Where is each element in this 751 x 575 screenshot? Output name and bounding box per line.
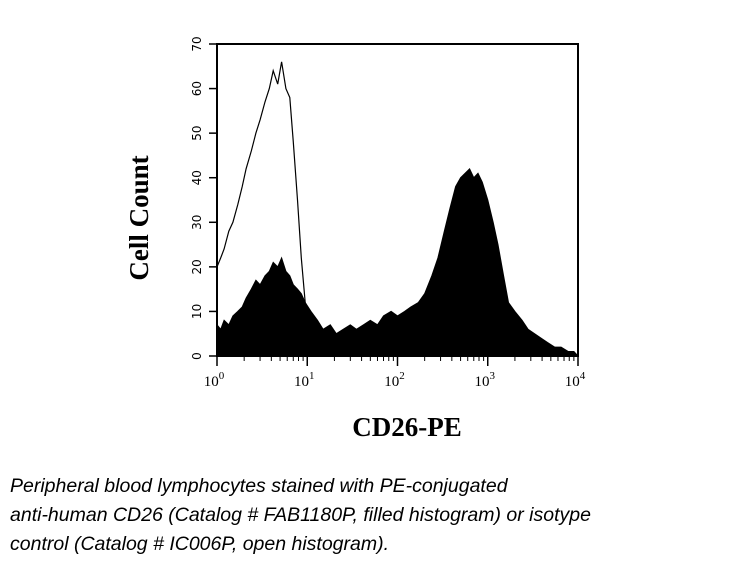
x-tick-label: 103 (475, 370, 496, 390)
figure-caption: Peripheral blood lymphocytes stained wit… (10, 472, 745, 559)
x-tick-label: 104 (565, 370, 586, 390)
x-axis-label: CD26-PE (352, 412, 462, 442)
caption-line: Peripheral blood lymphocytes stained wit… (10, 475, 508, 497)
y-axis-ticks: 0 10 20 30 40 50 60 70 (190, 36, 217, 360)
filled-histogram (216, 167, 580, 357)
x-tick-label: 102 (384, 370, 405, 390)
x-tick-label: 101 (294, 370, 315, 390)
y-tick-label: 10 (190, 304, 204, 319)
y-tick-label: 70 (190, 36, 204, 51)
x-tick-label: 100 (204, 370, 225, 390)
y-tick-label: 60 (190, 81, 204, 96)
y-tick-label: 40 (190, 170, 204, 185)
open-histogram (216, 61, 351, 344)
y-tick-label: 30 (190, 215, 204, 230)
x-axis-ticks: 100 101 102 103 104 (204, 356, 586, 390)
y-tick-label: 20 (190, 259, 204, 274)
caption-line: control (Catalog # IC006P, open histogra… (10, 533, 390, 555)
y-tick-label: 0 (190, 352, 204, 360)
y-tick-label: 50 (190, 126, 204, 141)
caption-line: anti-human CD26 (Catalog # FAB1180P, fil… (10, 504, 591, 526)
y-axis-label: Cell Count (124, 155, 154, 280)
